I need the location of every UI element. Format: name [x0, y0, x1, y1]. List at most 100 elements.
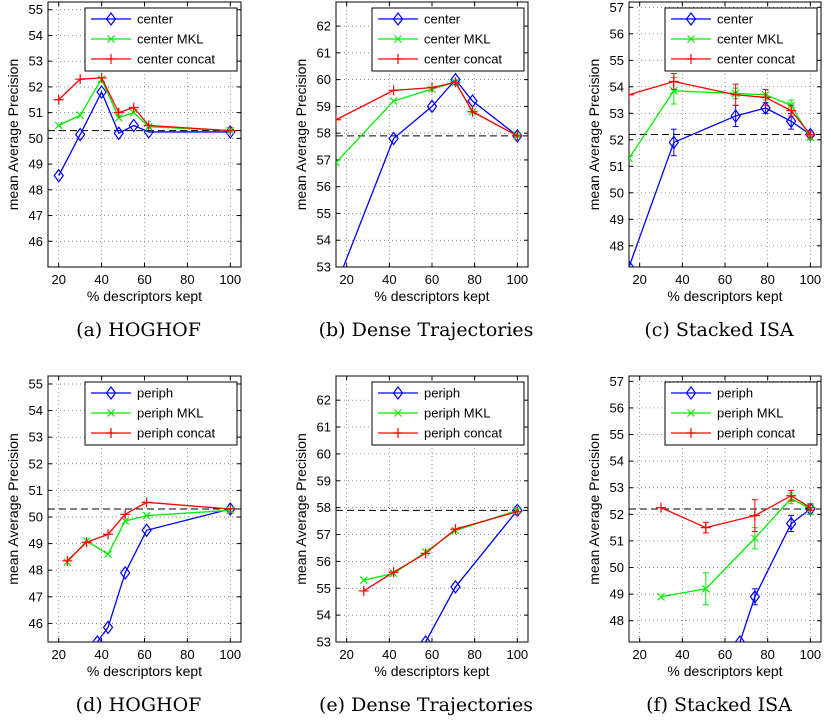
x-axis-label: % descriptors kept — [667, 663, 782, 679]
series-line — [336, 81, 518, 137]
chart-panel-3: 20 40 60 80 100 48 49 50 51 52 53 54 55 56 57 % descrip… — [586, 0, 822, 341]
y-tick-label: 50 — [610, 560, 624, 575]
legend-label: center MKL — [424, 32, 490, 47]
plus-marker — [120, 509, 131, 520]
y-tick-label: 52 — [610, 507, 624, 522]
legend-label: center MKL — [717, 32, 783, 47]
plot-area — [629, 73, 821, 267]
y-tick-label: 47 — [29, 589, 43, 604]
series-periph-MKL — [657, 492, 815, 606]
diamond-marker — [685, 386, 697, 400]
series-line — [96, 508, 231, 642]
y-tick-label: 48 — [29, 182, 43, 197]
x-axis-label: % descriptors kept — [87, 288, 202, 304]
x-tick-label: 40 — [382, 647, 396, 662]
x-tick-label: 80 — [467, 272, 481, 287]
diamond-marker — [119, 565, 131, 580]
series-periph — [92, 502, 236, 642]
x-tick-label: 60 — [425, 272, 439, 287]
y-tick-label: 53 — [29, 430, 43, 445]
x-marker — [394, 35, 402, 43]
legend-label: center — [717, 12, 754, 27]
y-tick-label: 61 — [317, 420, 331, 435]
diamond-marker — [392, 386, 404, 400]
plus-marker — [686, 428, 696, 438]
y-tick-label: 57 — [317, 152, 331, 167]
series-periph-MKL — [63, 506, 235, 567]
y-tick-label: 60 — [317, 446, 331, 461]
panel-caption: (e) Dense Trajectories — [319, 694, 533, 716]
diamond-marker — [426, 99, 438, 114]
plot-area — [48, 497, 241, 642]
x-tick-label: 60 — [137, 272, 151, 287]
y-tick-label: 55 — [29, 376, 43, 391]
x-tick-label: 60 — [718, 647, 732, 662]
plot-area — [336, 72, 528, 267]
chart-panel-2: 20 40 60 80 100 53 54 55 56 57 58 59 60 61 62 % descrip… — [293, 1, 533, 341]
y-tick-label: 48 — [610, 613, 624, 628]
legend-label: center — [424, 12, 461, 27]
plus-marker — [686, 54, 696, 64]
diamond-marker — [388, 131, 399, 146]
diamond-marker — [392, 12, 404, 26]
series-periph — [734, 502, 816, 642]
series-line — [336, 81, 518, 164]
legend-label: periph MKL — [424, 406, 490, 421]
diamond-marker — [785, 114, 797, 129]
legend: periph periph MKL periph concat — [84, 381, 238, 446]
diamond-marker — [113, 126, 125, 141]
chart-panel-4: 20 40 60 80 100 46 47 48 49 50 51 52 53 54 55 % descrip… — [5, 375, 242, 716]
series-line — [363, 509, 518, 581]
y-tick-label: 62 — [317, 393, 331, 408]
x-tick-label: 40 — [94, 647, 108, 662]
y-axis-label: mean Average Precision — [293, 433, 309, 585]
diamond-marker — [420, 635, 431, 642]
series-line — [629, 80, 811, 135]
x-tick-label: 60 — [137, 647, 151, 662]
y-tick-label: 56 — [610, 400, 624, 415]
x-marker — [687, 35, 695, 43]
x-tick-label: 100 — [506, 272, 528, 287]
plus-marker — [62, 555, 73, 566]
x-tick-label: 100 — [506, 647, 528, 662]
plus-marker — [225, 125, 236, 136]
plus-marker — [450, 524, 461, 535]
y-tick-label: 55 — [610, 427, 624, 442]
x-tick-label: 100 — [799, 272, 821, 287]
plus-marker — [760, 92, 771, 103]
y-tick-label: 59 — [317, 473, 331, 488]
x-tick-label: 20 — [632, 272, 646, 287]
y-tick-label: 47 — [29, 208, 43, 223]
y-tick-label: 51 — [29, 483, 43, 498]
y-tick-label: 46 — [29, 616, 43, 631]
y-tick-label: 51 — [610, 159, 624, 174]
x-tick-label: 40 — [675, 272, 689, 287]
series-center-concat — [629, 73, 816, 140]
y-tick-label: 53 — [29, 54, 43, 69]
plus-marker — [53, 94, 64, 105]
plus-marker — [103, 529, 114, 540]
x-axis-label: % descriptors kept — [374, 288, 489, 304]
y-tick-label: 53 — [317, 635, 331, 650]
x-marker — [76, 111, 85, 120]
diamond-marker — [141, 523, 152, 538]
x-marker — [629, 154, 633, 163]
x-tick-label: 20 — [632, 647, 646, 662]
y-tick-label: 58 — [317, 126, 331, 141]
y-tick-label: 49 — [29, 157, 43, 172]
legend-label: center concat — [424, 52, 502, 67]
x-marker — [750, 534, 759, 543]
y-tick-label: 54 — [610, 79, 624, 94]
x-marker — [107, 409, 115, 417]
y-tick-label: 57 — [610, 0, 624, 15]
y-tick-label: 55 — [317, 206, 331, 221]
plus-marker — [393, 54, 403, 64]
chart-panel-5: 20 40 60 80 100 53 54 55 56 57 58 59 60 61 62 % descrip… — [293, 375, 533, 716]
y-tick-label: 46 — [29, 234, 43, 249]
plus-marker — [141, 497, 152, 508]
diamond-marker — [760, 101, 771, 115]
y-tick-label: 54 — [317, 233, 331, 248]
plus-marker — [393, 428, 403, 438]
x-marker — [114, 113, 123, 122]
plus-marker — [668, 76, 679, 87]
